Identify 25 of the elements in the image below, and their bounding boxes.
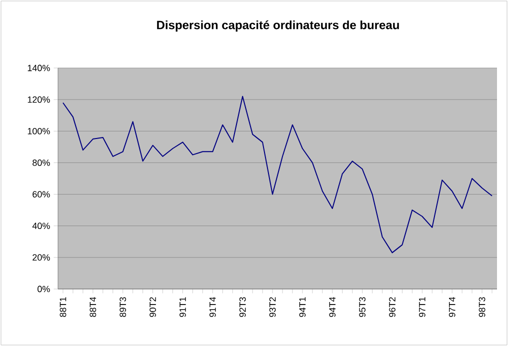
x-tick-label: 91T1 bbox=[180, 297, 186, 317]
x-tick-label: 94T1 bbox=[299, 297, 306, 317]
x-tick-label: 88T1 bbox=[60, 297, 66, 317]
y-tick-label: 140% bbox=[28, 64, 50, 72]
y-tick-label: 20% bbox=[32, 254, 50, 261]
y-tick-label: 60% bbox=[32, 191, 50, 198]
line-series bbox=[62, 96, 493, 254]
x-tick-label: 90T2 bbox=[150, 297, 156, 317]
x-tick-label: 97T4 bbox=[448, 297, 456, 317]
x-tick-label: 96T2 bbox=[389, 297, 396, 317]
y-tick-label: 40% bbox=[32, 222, 50, 230]
x-tick-label: 98T3 bbox=[478, 297, 486, 317]
x-tick-label: 93T2 bbox=[269, 297, 276, 317]
y-tick-label: 100% bbox=[28, 128, 50, 134]
x-tick-label: 88T4 bbox=[90, 297, 96, 317]
x-tick-label: 97T1 bbox=[418, 297, 426, 317]
chart-title: Dispersion capacité ordinateurs de bureau bbox=[157, 20, 399, 32]
y-tick-label: 120% bbox=[28, 96, 50, 103]
x-tick-label: 89T3 bbox=[120, 297, 126, 317]
x-tick-label: 91T4 bbox=[209, 297, 216, 317]
x-tick-label: 94T4 bbox=[329, 297, 336, 317]
y-tick-label: 0% bbox=[38, 286, 50, 292]
y-tick-label: 80% bbox=[32, 160, 50, 166]
x-tick-label: 95T3 bbox=[359, 297, 366, 317]
x-tick-label: 92T3 bbox=[239, 297, 246, 317]
